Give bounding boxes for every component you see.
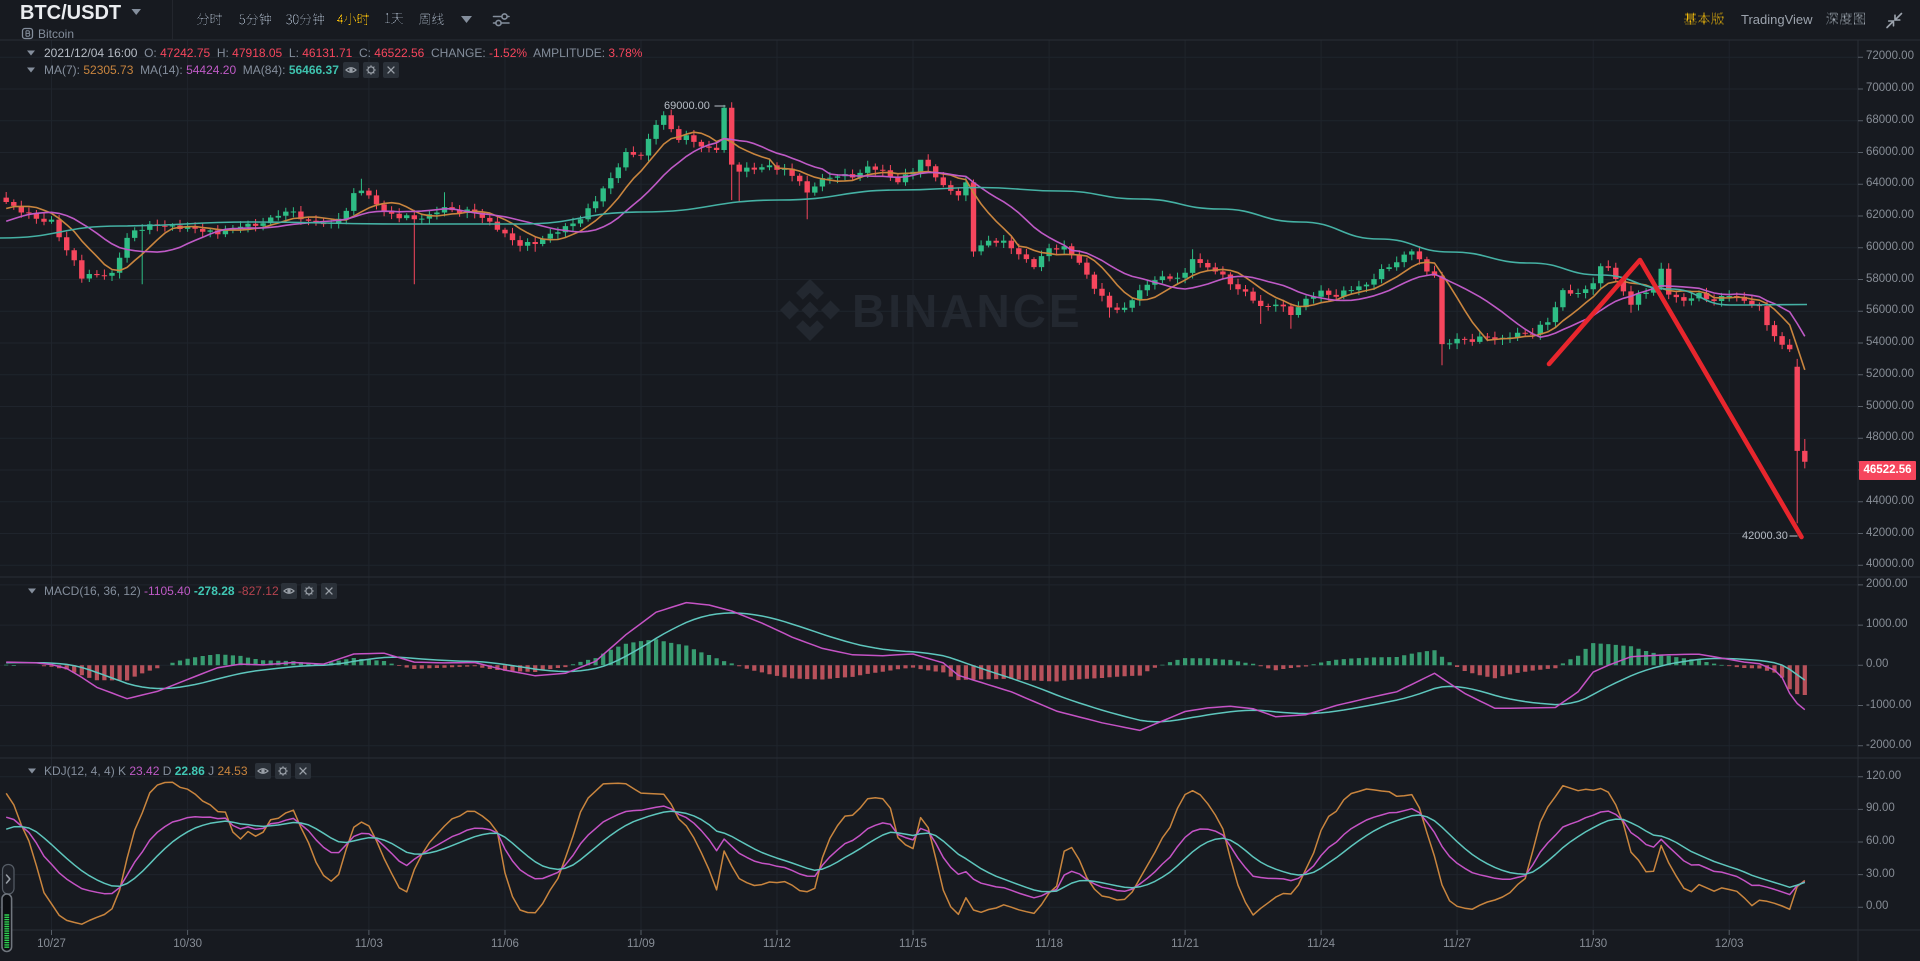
svg-text:BINANCE: BINANCE <box>852 285 1083 337</box>
